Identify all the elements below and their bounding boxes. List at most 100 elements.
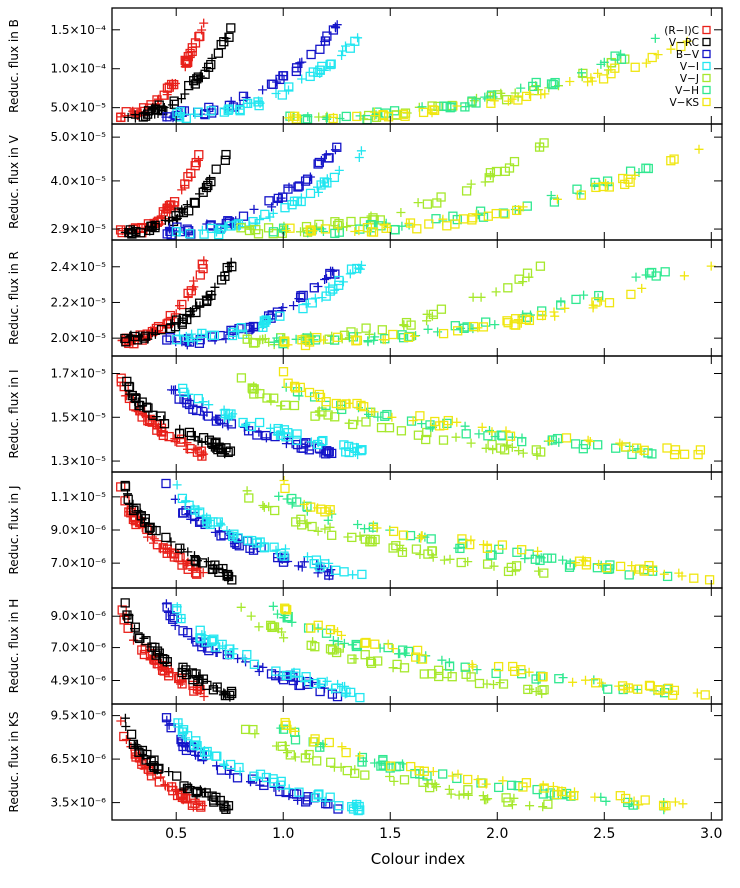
marker-square	[125, 225, 135, 235]
marker-square	[523, 684, 533, 695]
marker-square	[450, 219, 460, 229]
y-tick-label: 6.5×10⁻⁶	[50, 752, 106, 766]
marker-square	[248, 545, 259, 555]
marker-square	[700, 690, 710, 700]
series-3-3	[162, 266, 340, 350]
marker-square	[238, 211, 249, 221]
marker-square	[189, 197, 200, 208]
marker-plus	[524, 667, 534, 677]
marker-square	[269, 777, 279, 788]
y-tick-label: 4.9×10⁻⁶	[50, 673, 106, 687]
marker-square	[421, 434, 431, 445]
y-tick-label: 3.5×10⁻⁶	[50, 796, 106, 810]
marker-square	[145, 522, 155, 532]
marker-square	[506, 780, 517, 790]
marker-plus	[536, 553, 546, 563]
marker-square	[121, 107, 131, 117]
marker-square	[610, 51, 620, 61]
marker-square	[531, 77, 541, 88]
marker-plus	[268, 208, 278, 218]
marker-square	[192, 569, 202, 579]
marker-plus	[197, 437, 207, 447]
y-axis-label: Reduc. flux in R	[7, 251, 21, 345]
marker-plus	[221, 33, 231, 43]
marker-square	[458, 214, 469, 224]
marker-square	[221, 149, 231, 160]
marker-plus	[378, 335, 388, 345]
marker-square	[616, 54, 627, 64]
marker-square	[610, 63, 620, 73]
marker-square	[391, 762, 401, 772]
marker-plus	[220, 760, 230, 770]
panel-5: 7.0×10⁻⁶ 9.0×10⁻⁶ 1.1×10⁻⁵ Reduc. flux in J	[7, 471, 723, 589]
marker-square	[537, 685, 547, 695]
marker-square	[156, 411, 166, 421]
marker-plus	[185, 782, 195, 792]
marker-square	[315, 742, 325, 752]
series-4-1	[116, 373, 209, 461]
marker-square	[321, 291, 331, 301]
marker-square	[316, 180, 326, 190]
marker-plus	[587, 76, 597, 86]
marker-plus	[588, 303, 598, 313]
marker-plus	[333, 637, 343, 646]
series-2-4	[171, 146, 366, 240]
series-7-2	[120, 713, 234, 814]
legend-label: (R−I)C	[664, 25, 699, 37]
marker-square	[280, 203, 290, 213]
marker-square	[213, 444, 223, 455]
marker-square	[215, 224, 226, 235]
marker-plus	[336, 762, 346, 772]
y-tick-label: 1.1×10⁻⁵	[50, 490, 106, 504]
marker-plus	[319, 178, 329, 188]
marker-square	[156, 325, 167, 335]
marker-square	[388, 526, 399, 537]
marker-plus	[502, 440, 512, 450]
marker-plus	[320, 37, 330, 46]
series-4-2	[122, 376, 236, 459]
marker-square	[398, 645, 408, 655]
marker-square	[631, 443, 642, 453]
marker-plus	[355, 751, 365, 761]
marker-plus	[565, 77, 575, 86]
marker-plus	[430, 779, 440, 789]
marker-plus	[577, 68, 586, 78]
series-7-4	[173, 718, 365, 816]
marker-square	[331, 565, 341, 575]
marker-square	[151, 525, 161, 536]
marker-square	[497, 540, 508, 550]
marker-square	[669, 449, 680, 460]
marker-square	[593, 440, 603, 450]
marker-square	[325, 268, 335, 279]
marker-square	[142, 749, 152, 760]
marker-square	[360, 650, 370, 660]
marker-square	[379, 110, 389, 121]
marker-square	[290, 383, 301, 393]
marker-square	[162, 112, 172, 122]
series-7-7	[280, 717, 688, 813]
marker-square	[322, 31, 332, 41]
marker-square	[291, 435, 302, 445]
marker-plus	[329, 112, 338, 122]
marker-square	[207, 636, 218, 646]
marker-plus	[339, 638, 349, 648]
marker-square	[370, 639, 380, 649]
marker-square	[591, 182, 601, 193]
marker-square	[181, 113, 191, 123]
y-tick-label: 1.5×10⁻⁴	[50, 23, 106, 37]
marker-plus	[211, 648, 221, 657]
legend-swatch	[702, 97, 711, 107]
marker-square	[598, 74, 609, 84]
marker-plus	[197, 450, 207, 460]
marker-square	[428, 105, 438, 115]
marker-plus	[189, 276, 198, 286]
marker-square	[278, 367, 289, 377]
marker-plus	[488, 92, 498, 102]
marker-square	[280, 603, 290, 613]
marker-square	[313, 790, 323, 800]
marker-plus	[385, 772, 395, 781]
marker-plus	[222, 526, 232, 535]
marker-plus	[300, 677, 310, 687]
marker-plus	[301, 299, 311, 309]
marker-plus	[324, 282, 334, 292]
